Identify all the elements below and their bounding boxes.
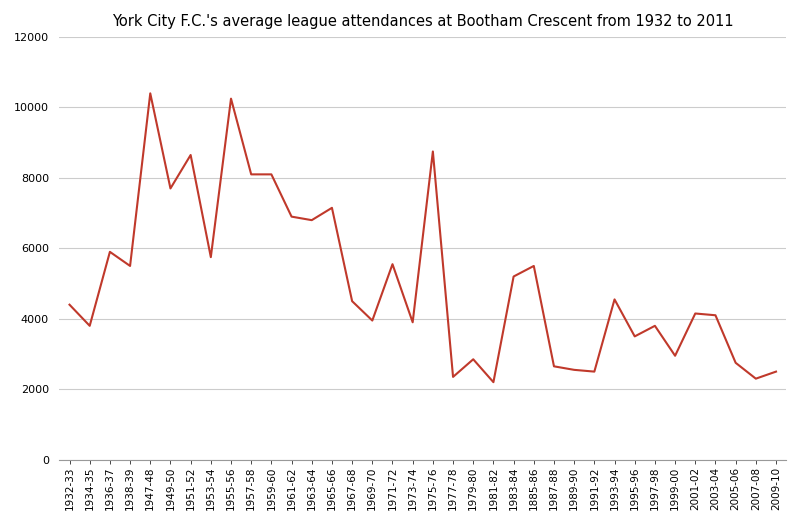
Title: York City F.C.'s average league attendances at Bootham Crescent from 1932 to 201: York City F.C.'s average league attendan… [112,14,734,29]
